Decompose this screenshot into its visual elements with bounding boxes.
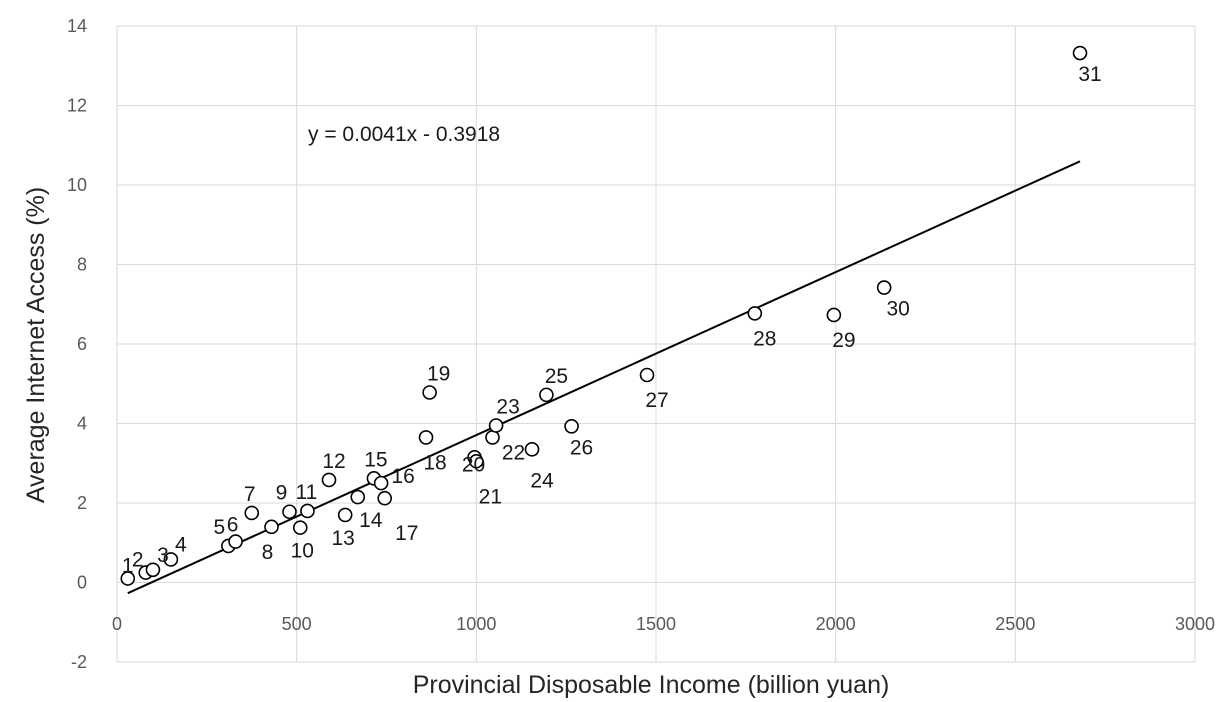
y-tick-label-2: 2 <box>77 493 87 513</box>
point-label-23: 23 <box>496 395 519 418</box>
point-label-12: 12 <box>322 450 345 473</box>
point-label-18: 18 <box>423 451 446 474</box>
point-label-21: 21 <box>479 485 502 508</box>
data-point-30 <box>876 280 892 295</box>
point-label-19: 19 <box>427 362 450 385</box>
data-point-18 <box>418 430 434 445</box>
data-point-21 <box>469 453 484 469</box>
data-point-25 <box>539 387 554 403</box>
point-label-29: 29 <box>832 329 855 352</box>
data-point-19 <box>422 385 437 400</box>
data-point-29 <box>826 307 842 323</box>
data-point-9 <box>282 504 297 520</box>
trendline-equation: y = 0.0041x - 0.3918 <box>308 123 500 146</box>
point-label-24: 24 <box>530 469 554 492</box>
x-axis-title: Provincial Disposable Income (billion yu… <box>413 671 890 699</box>
point-label-11: 11 <box>296 481 318 504</box>
point-label-13: 13 <box>331 527 354 550</box>
y-tick-label-6: 6 <box>77 334 87 354</box>
data-point-4 <box>163 552 179 567</box>
point-label-4: 4 <box>175 533 187 556</box>
point-label-16: 16 <box>391 465 414 488</box>
point-label-15: 15 <box>364 448 387 471</box>
data-point-8 <box>264 519 279 535</box>
y-tick-label-4: 4 <box>77 414 87 434</box>
point-label-25: 25 <box>545 365 568 388</box>
data-point-24 <box>524 442 540 457</box>
data-points <box>120 45 1088 586</box>
y-tick-label-8: 8 <box>77 255 87 275</box>
point-label-30: 30 <box>886 298 909 321</box>
point-label-22: 22 <box>502 441 525 464</box>
x-tick-label-2500: 2500 <box>995 614 1035 634</box>
data-point-22 <box>485 430 500 445</box>
y-tick-label-0: 0 <box>77 573 87 593</box>
data-point-23 <box>488 418 504 433</box>
data-point-28 <box>747 306 763 321</box>
trendline <box>127 160 1081 595</box>
data-point-27 <box>639 367 655 383</box>
y-tick-label-12: 12 <box>67 96 87 116</box>
point-label-26: 26 <box>570 436 593 459</box>
data-point-11 <box>300 503 315 519</box>
data-point-3 <box>145 562 161 578</box>
point-label-14: 14 <box>359 509 383 532</box>
data-point-6 <box>228 534 243 549</box>
point-label-6: 6 <box>227 514 239 537</box>
point-label-5: 5 <box>214 516 226 539</box>
point-labels: 12 3 45 67891011121314151617181920212223242… <box>122 63 1102 577</box>
y-axis-title: Average Internet Access (%) <box>22 187 50 503</box>
data-point-13 <box>337 507 353 523</box>
x-tick-label-500: 500 <box>282 614 312 634</box>
point-label-31: 31 <box>1078 63 1101 86</box>
point-label-2: 2 <box>132 549 144 572</box>
point-label-3: 3 <box>157 544 169 567</box>
point-label-7: 7 <box>244 483 256 506</box>
point-label-10: 10 <box>291 540 314 563</box>
y-tick-label-14: 14 <box>67 16 87 36</box>
trendline-group <box>127 160 1081 595</box>
point-label-17: 17 <box>395 522 418 545</box>
data-point-1 <box>120 571 136 586</box>
point-label-27: 27 <box>645 389 668 412</box>
data-point-12 <box>321 472 337 488</box>
x-tick-label-1000: 1000 <box>456 614 496 634</box>
point-label-9: 9 <box>276 482 288 505</box>
x-tick-label-0: 0 <box>112 614 122 634</box>
data-point-17 <box>377 490 393 506</box>
point-label-8: 8 <box>262 541 274 564</box>
point-label-20: 20 <box>462 453 485 476</box>
x-tick-label-2000: 2000 <box>816 614 856 634</box>
point-label-1: 1 <box>122 555 134 578</box>
data-point-26 <box>564 418 579 434</box>
data-point-14 <box>350 489 366 505</box>
y-tick-label--2: -2 <box>71 652 87 672</box>
x-tick-label-1500: 1500 <box>636 614 676 634</box>
data-point-16 <box>373 475 389 491</box>
data-point-31 <box>1072 45 1088 61</box>
data-point-10 <box>292 520 308 535</box>
point-label-28: 28 <box>753 327 776 350</box>
y-tick-label-10: 10 <box>67 175 87 195</box>
x-tick-label-3000: 3000 <box>1175 614 1215 634</box>
data-point-7 <box>244 505 260 521</box>
grid <box>116 25 1196 663</box>
